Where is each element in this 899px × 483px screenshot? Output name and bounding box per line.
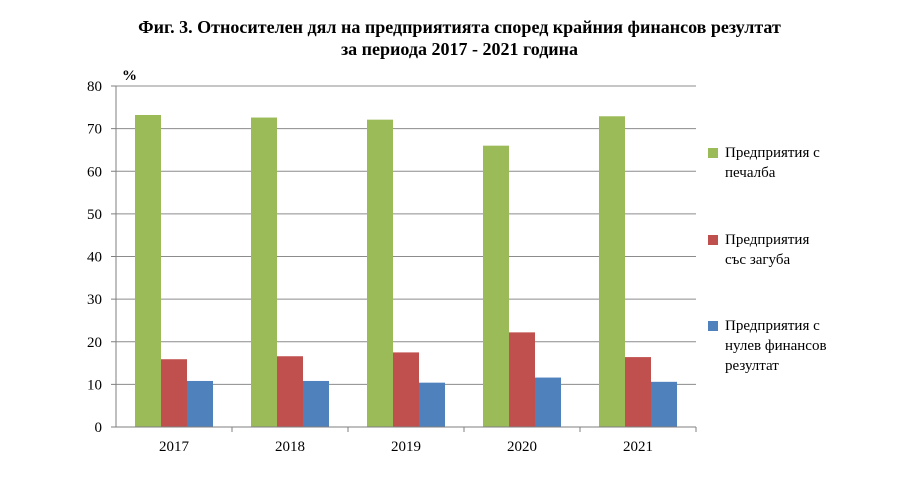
bar-2-2019 [393, 352, 419, 427]
axes: 0 10 20 30 40 50 60 70 80 2017 2018 2019 2020 2021 [87, 79, 697, 455]
legend-label: Предприятия с нулев финансов резултат [725, 318, 827, 374]
y-tick-label: 10 [87, 377, 102, 393]
y-tick-label: 0 [95, 420, 103, 436]
bar-3-2019 [419, 382, 445, 427]
y-axis-unit-label: % [122, 68, 137, 84]
y-tick-label: 80 [87, 79, 102, 95]
x-tick-label: 2020 [507, 439, 537, 455]
legend-label: Предприятия със загуба [725, 232, 810, 268]
chart-title-line-1: Фиг. 3. Относителен дял на предприятията… [138, 17, 781, 37]
y-tick-label: 60 [87, 164, 102, 180]
x-tick-label: 2021 [623, 439, 653, 455]
y-tick-label: 20 [87, 335, 102, 351]
bar-1-2018 [251, 117, 277, 427]
x-tick-label: 2019 [391, 439, 421, 455]
bar-3-2020 [535, 377, 561, 427]
bar-3-2017 [187, 380, 213, 427]
bar-2-2020 [509, 332, 535, 427]
legend-swatch [708, 321, 718, 331]
y-tick-label: 50 [87, 207, 102, 223]
bar-2-2018 [277, 356, 303, 427]
bar-1-2020 [483, 145, 509, 428]
chart-title: Фиг. 3. Относителен дял на предприятията… [0, 16, 899, 60]
bar-3-2018 [303, 380, 329, 427]
legend-label: Предприятия с печалба [725, 145, 820, 181]
bar-1-2019 [367, 119, 393, 427]
bar-1-2021 [599, 116, 625, 428]
y-tick-label: 70 [87, 122, 102, 138]
bar-1-2017 [135, 114, 161, 428]
bar-2-2021 [625, 357, 651, 427]
bar-3-2021 [651, 381, 677, 427]
x-tick-label: 2017 [159, 439, 190, 455]
chart-title-line-2: за периода 2017 - 2021 година [340, 39, 579, 59]
bar-2-2017 [161, 359, 187, 427]
y-tick-label: 40 [87, 250, 102, 266]
x-tick-label: 2018 [275, 439, 305, 455]
y-tick-label: 30 [87, 292, 102, 308]
legend-swatch [708, 235, 718, 245]
bars [135, 114, 677, 428]
legend-swatch [708, 148, 718, 158]
